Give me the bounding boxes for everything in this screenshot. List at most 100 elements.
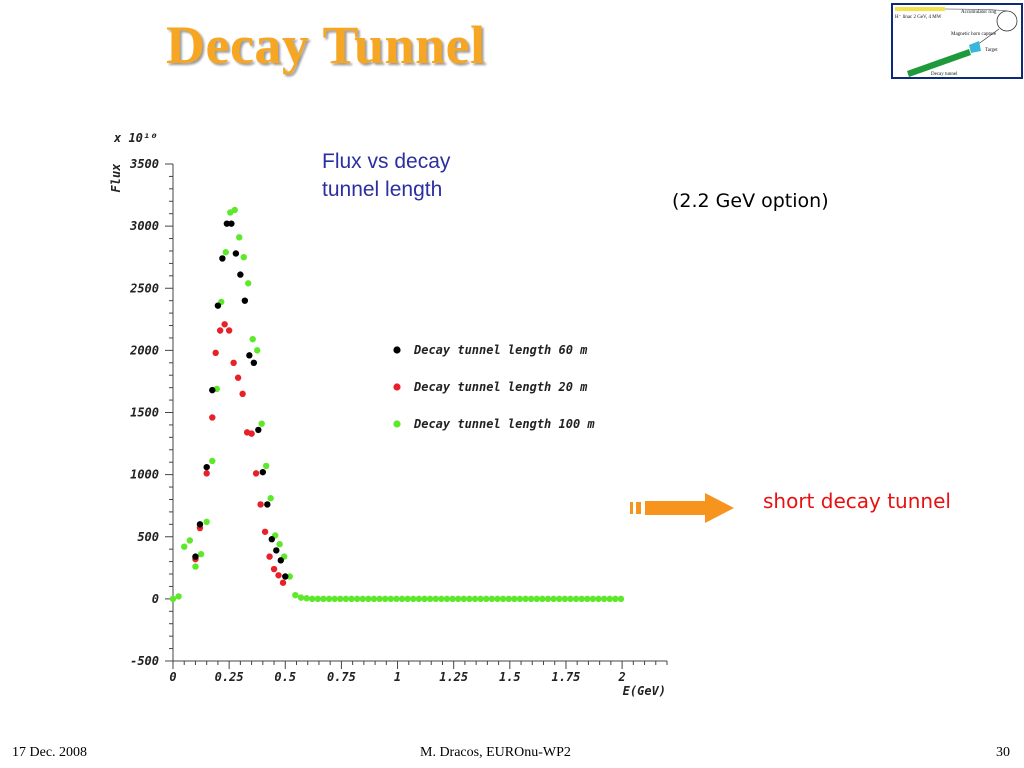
- data-point: [533, 595, 540, 603]
- data-point: [241, 297, 249, 304]
- data-point: [192, 563, 199, 570]
- y-tick-label: 1000: [130, 468, 159, 482]
- accumulator-label: Accumulator ring: [961, 10, 997, 15]
- data-point: [186, 537, 194, 544]
- data-point: [222, 249, 229, 256]
- x-tick-label: 0: [169, 670, 176, 684]
- data-point: [175, 593, 182, 600]
- data-point: [325, 595, 333, 603]
- data-point: [331, 595, 338, 603]
- data-point: [276, 541, 283, 548]
- data-point: [277, 557, 284, 564]
- arrow-shaft: [645, 501, 705, 515]
- orange-arrow: [628, 492, 738, 531]
- data-point: [483, 595, 490, 603]
- transfer-line: [944, 8, 1008, 12]
- data-point: [234, 374, 242, 381]
- data-point: [203, 518, 210, 526]
- data-point: [219, 255, 226, 262]
- arrow-stripe-2: [636, 502, 641, 514]
- x-tick-label: 0.75: [327, 670, 356, 684]
- data-point: [261, 528, 269, 535]
- data-point: [250, 359, 258, 366]
- data-point: [297, 594, 305, 601]
- flux-chart-svg: x 10¹⁰ Flux E(GeV) -500 0 500 1000 1500 2000 2…: [109, 131, 668, 698]
- data-point: [527, 595, 535, 603]
- x-ticks: 0 0.25 0.5 0.75 1 1.25 1.5 1.75 2: [169, 670, 625, 684]
- data-point: [292, 591, 299, 599]
- linac-bar: [895, 7, 945, 11]
- x-tick-label: 2: [617, 670, 625, 684]
- data-point: [595, 595, 602, 603]
- arrow-label: short decay tunnel: [763, 489, 951, 513]
- data-point: [584, 595, 591, 603]
- data-point: [505, 595, 512, 603]
- data-point: [511, 595, 518, 603]
- data-point: [231, 206, 238, 214]
- data-point: [320, 595, 327, 603]
- chart-legend: Decay tunnel length 60 m Decay tunnel len…: [393, 343, 595, 431]
- accumulator-ring: [996, 10, 1018, 32]
- data-point: [438, 595, 445, 603]
- x-axis-label: E(GeV): [623, 684, 666, 698]
- data-point: [252, 470, 260, 477]
- data-point: [230, 359, 237, 366]
- data-point: [606, 595, 613, 603]
- decay-tunnel-label: Decay tunnel: [931, 72, 958, 77]
- data-point: [589, 595, 597, 603]
- data-point: [245, 280, 252, 287]
- data-point: [544, 595, 552, 603]
- data-point: [454, 595, 462, 603]
- data-point: [359, 595, 366, 603]
- data-point: [255, 426, 262, 434]
- y-tick-label: 500: [137, 530, 159, 544]
- data-point: [275, 572, 282, 579]
- data-point: [376, 595, 383, 603]
- footer-page-number: 30: [996, 745, 1010, 760]
- data-point: [196, 521, 204, 528]
- data-point: [617, 595, 625, 603]
- legend-label: Decay tunnel length 60 m: [413, 343, 588, 357]
- data-point: [578, 595, 585, 603]
- decay-tunnel-shape: [907, 49, 971, 77]
- data-point: [169, 595, 177, 603]
- data-point: [264, 501, 271, 508]
- data-point: [387, 595, 395, 603]
- y-tick-label: 3000: [129, 219, 159, 233]
- data-point: [612, 595, 619, 603]
- data-point: [398, 595, 406, 603]
- x-tick-label: 1.25: [439, 670, 468, 684]
- y-scale-label: x 10¹⁰: [113, 131, 157, 145]
- data-point: [370, 595, 378, 603]
- data-point: [309, 595, 316, 603]
- data-point: [600, 595, 608, 603]
- arrow-head: [705, 493, 734, 523]
- data-point: [286, 573, 293, 580]
- footer-author: M. Dracos, EUROnu-WP2: [420, 745, 571, 760]
- data-point: [466, 595, 473, 603]
- data-point: [432, 595, 439, 603]
- data-point: [410, 595, 417, 603]
- x-tick-label: 0.25: [215, 670, 244, 684]
- data-point: [203, 470, 210, 477]
- x-tick-label: 1: [394, 670, 401, 684]
- x-tick-label: 1.75: [552, 670, 581, 684]
- data-point: [460, 595, 467, 603]
- data-point: [415, 595, 423, 603]
- data-point: [237, 271, 244, 278]
- data-point: [258, 420, 265, 427]
- data-point: [212, 349, 219, 357]
- data-point: [550, 595, 557, 603]
- y-tick-label: 1500: [130, 406, 159, 420]
- data-point: [225, 327, 233, 334]
- data-point: [248, 430, 255, 437]
- data-point: [539, 595, 546, 603]
- y-tick-label: 2500: [129, 281, 159, 295]
- y-ticks: -500 0 500 1000 1500 2000 2500 3000 3500: [129, 157, 159, 668]
- legend-label: Decay tunnel length 100 m: [413, 417, 595, 431]
- data-point: [181, 543, 188, 550]
- y-tick-label: -500: [130, 654, 159, 668]
- legend-marker: [393, 420, 401, 428]
- data-point: [404, 595, 411, 603]
- slide-title: Decay Tunnel: [166, 15, 486, 75]
